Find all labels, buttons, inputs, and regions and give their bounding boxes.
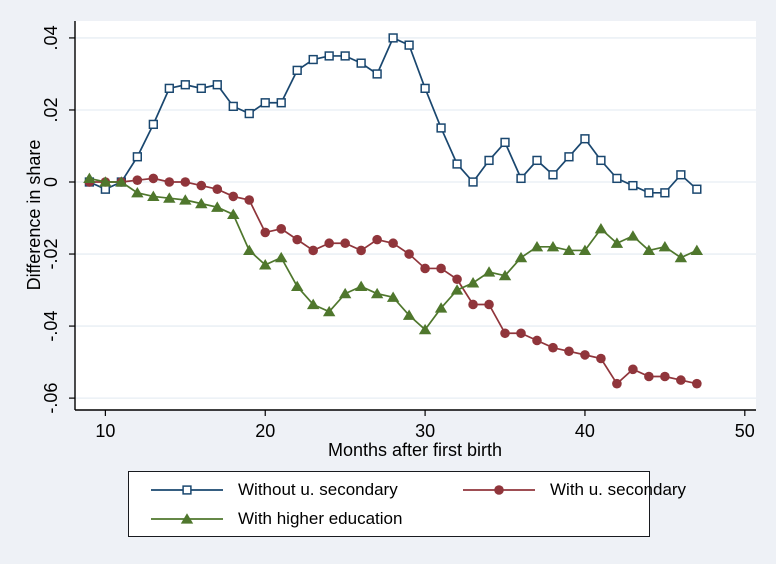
legend-item-with-higher-education: With higher education [149,509,461,529]
x-tick-label: 10 [95,421,115,441]
y-tick-label: .04 [41,25,61,50]
legend-item-without-u-secondary: Without u. secondary [149,480,461,500]
y-tick-label: -.02 [41,239,61,270]
x-axis-title: Months after first birth [328,440,502,460]
plot-background [75,21,756,410]
x-tick-label: 30 [415,421,435,441]
legend: Without u. secondary With u. secondary W… [128,471,686,537]
circle-marker-icon [461,481,537,499]
axis-ticks [69,37,746,416]
legend-grid: Without u. secondary With u. secondary W… [149,475,686,533]
y-axis-title: Difference in share [24,140,44,291]
x-tick-label: 20 [255,421,275,441]
y-tick-label: 0 [41,177,61,187]
square-marker-icon [149,481,225,499]
legend-label: With u. secondary [550,479,687,499]
legend-item-with-u-secondary: With u. secondary [461,480,686,500]
x-tick-label: 50 [735,421,755,441]
x-tick-label: 40 [575,421,595,441]
data-series [83,33,704,389]
y-tick-label: .02 [41,97,61,122]
legend-label: With higher education [238,508,403,528]
triangle-marker-icon [149,510,225,528]
y-tick-label: -.06 [41,383,61,414]
legend-label: Without u. secondary [238,479,398,499]
y-tick-label: -.04 [41,311,61,342]
